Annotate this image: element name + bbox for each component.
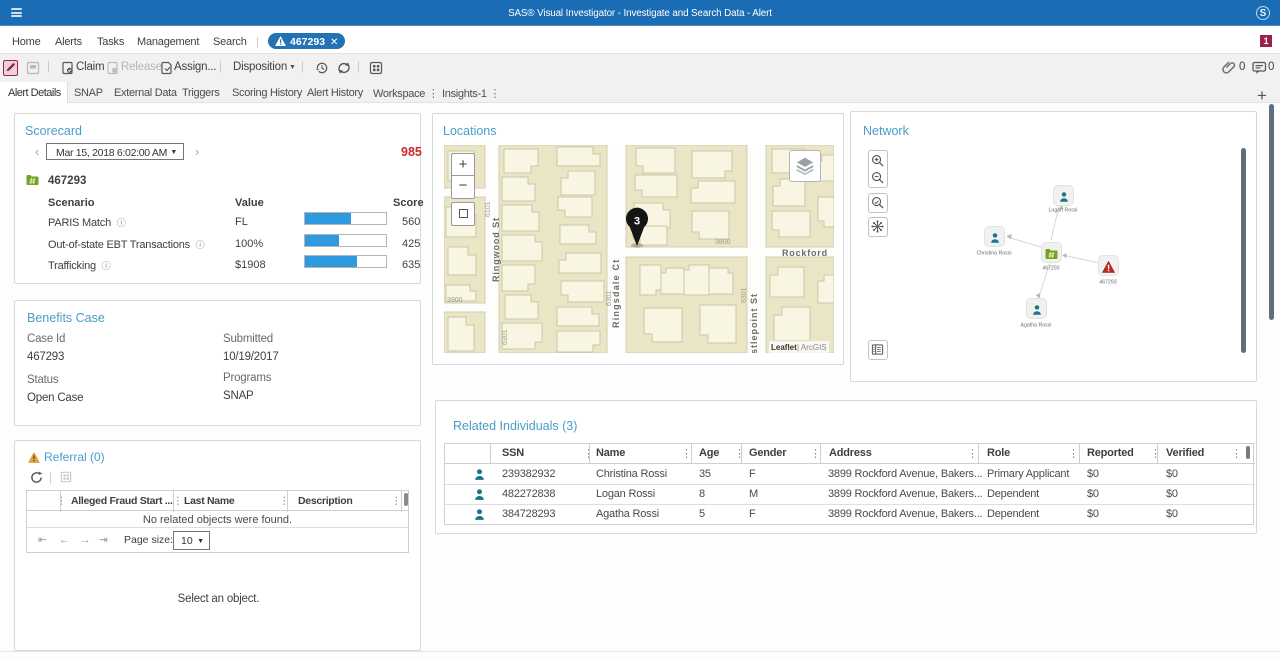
- svg-text:6101: 6101: [485, 201, 492, 217]
- svg-text:6301: 6301: [606, 290, 613, 306]
- svg-text:Rockford: Rockford: [782, 248, 828, 258]
- svg-text:Ringwood St: Ringwood St: [491, 217, 501, 282]
- svg-text:Leaflet: Leaflet: [771, 343, 797, 352]
- svg-text:6301: 6301: [502, 329, 509, 345]
- svg-text:6301: 6301: [741, 287, 748, 303]
- svg-text:3800: 3800: [715, 239, 731, 246]
- svg-text:stlepoint St: stlepoint St: [749, 293, 759, 353]
- svg-text:3900: 3900: [447, 297, 463, 304]
- svg-text:3: 3: [634, 216, 640, 228]
- svg-text:| ArcGIS: | ArcGIS: [797, 343, 827, 352]
- svg-text:Ringsdale Ct: Ringsdale Ct: [611, 259, 621, 328]
